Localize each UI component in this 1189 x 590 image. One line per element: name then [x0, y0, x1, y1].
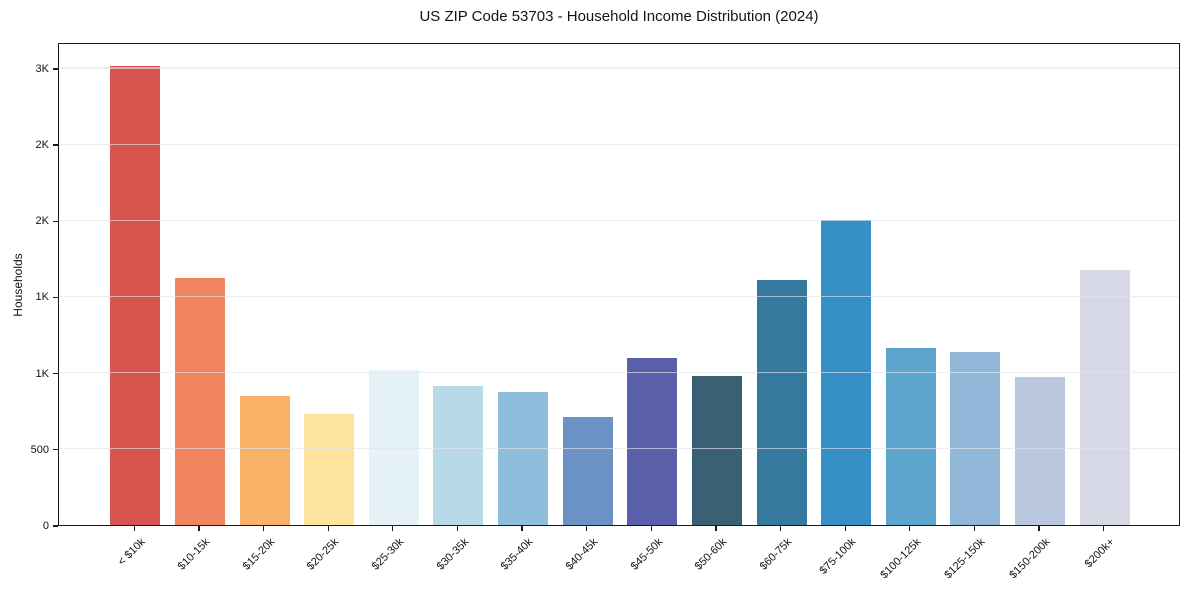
- bar: [1015, 377, 1066, 525]
- x-tick-label: $20-25k: [305, 536, 342, 573]
- y-tick-label: 500: [30, 443, 49, 456]
- y-tick-mark: [53, 296, 58, 299]
- gridline: [59, 143, 1179, 145]
- bar: [885, 347, 936, 525]
- gridline: [59, 295, 1179, 298]
- y-tick-label: 2K: [35, 139, 49, 152]
- y-tick-mark: [53, 144, 58, 146]
- y-tick-label: 1K: [35, 367, 49, 380]
- y-axis-label: Households: [11, 253, 25, 317]
- y-tick-mark: [53, 449, 58, 451]
- y-tick-mark: [53, 220, 58, 222]
- y-tick-mark: [53, 525, 58, 527]
- x-tick-label: $200k+: [1082, 536, 1118, 571]
- bars-layer: [59, 44, 1179, 525]
- y-tick-mark: [53, 68, 58, 70]
- x-tick-label: $40-45k: [563, 536, 601, 573]
- x-tick-label: $35-40k: [498, 536, 536, 573]
- bar: [562, 416, 613, 525]
- x-tick-label: $45-50k: [628, 536, 665, 573]
- gridline: [59, 448, 1179, 450]
- y-tick-mark: [53, 372, 58, 375]
- x-tick-label: $150-200k: [1007, 536, 1053, 582]
- x-tick-mark: [327, 526, 329, 531]
- x-tick-label: $30-35k: [434, 536, 471, 573]
- x-tick-mark: [844, 526, 846, 531]
- x-tick-mark: [909, 526, 911, 531]
- x-tick-label: < $10k: [115, 536, 148, 569]
- bar: [368, 369, 419, 525]
- x-tick-label: $10-15k: [175, 536, 213, 573]
- plot-area: [58, 43, 1180, 526]
- bar: [756, 279, 807, 525]
- x-tick-mark: [1103, 526, 1105, 531]
- x-tick-mark: [133, 526, 135, 531]
- chart-title: US ZIP Code 53703 - Household Income Dis…: [419, 8, 819, 25]
- grid-layer: [59, 44, 1179, 525]
- x-tick-label: $100-125k: [878, 536, 924, 582]
- x-tick-mark: [779, 526, 782, 531]
- bar: [433, 385, 484, 525]
- bar: [691, 376, 742, 525]
- x-tick-mark: [262, 526, 265, 531]
- x-tick-mark: [973, 526, 976, 531]
- x-tick-mark: [586, 526, 588, 531]
- x-tick-mark: [650, 526, 652, 531]
- bar: [627, 358, 678, 525]
- x-tick-mark: [1038, 526, 1040, 531]
- bar: [304, 413, 355, 525]
- y-tick-label: 1K: [35, 291, 49, 304]
- gridline: [59, 67, 1179, 69]
- x-tick-mark: [715, 526, 717, 531]
- y-tick-label: 3K: [35, 62, 49, 75]
- gridline: [59, 219, 1179, 221]
- x-tick-mark: [521, 526, 523, 531]
- x-tick-label: $50-60k: [692, 536, 730, 573]
- bar: [239, 396, 290, 525]
- y-tick-label: 0: [42, 520, 49, 532]
- x-tick-label: $75-100k: [817, 536, 859, 577]
- x-tick-label: $25-30k: [369, 536, 407, 573]
- gridline: [59, 372, 1179, 374]
- x-tick-mark: [198, 526, 200, 531]
- x-tick-label: $15-20k: [240, 536, 278, 573]
- bar: [1079, 269, 1130, 525]
- bar: [950, 352, 1001, 525]
- x-tick-mark: [456, 526, 459, 531]
- bar: [174, 278, 225, 525]
- x-tick-label: $60-75k: [757, 536, 795, 573]
- y-tick-label: 2K: [35, 215, 49, 228]
- x-tick-mark: [392, 526, 394, 531]
- x-tick-label: $125-150k: [942, 536, 988, 582]
- bar: [498, 392, 549, 525]
